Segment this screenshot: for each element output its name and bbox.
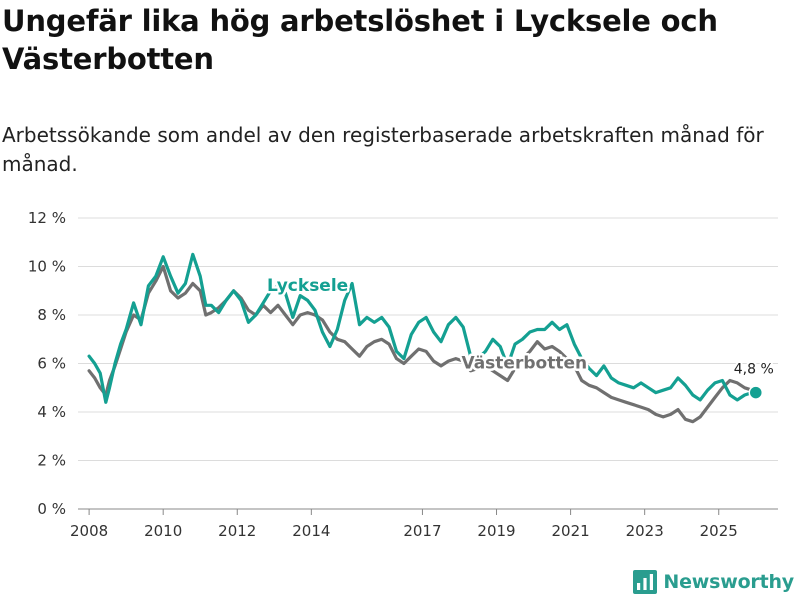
x-tick-label: 2025: [700, 522, 738, 540]
y-tick-label: 0 %: [37, 500, 66, 518]
brand-name: Newsworthy: [663, 571, 794, 593]
x-tick-label: 2010: [144, 522, 182, 540]
y-tick-label: 2 %: [37, 452, 66, 470]
gridlines: [78, 217, 778, 510]
x-tick-label: 2021: [551, 522, 589, 540]
chart-subtitle: Arbetssökande som andel av den registerb…: [2, 123, 764, 176]
x-tick-label: 2012: [218, 522, 256, 540]
series-line-lycksele: [87, 252, 758, 404]
end-value-label: 4,8 %: [734, 362, 774, 378]
series-line-vasterbotten: [87, 264, 758, 424]
end-point-marker: [748, 385, 764, 400]
x-tick-label: 2014: [292, 522, 330, 540]
series-label-halo: Västerbotten: [461, 353, 587, 373]
series-lines: [87, 252, 758, 424]
y-tick-label: 10 %: [28, 258, 66, 276]
y-tick-label: 4 %: [37, 403, 66, 421]
series-label: Västerbotten: [461, 353, 587, 373]
newsworthy-bar-chart-icon: [633, 570, 658, 594]
series-labels: LyckseleLyckseleVästerbottenVästerbotten…: [265, 273, 776, 400]
y-tick-label: 12 %: [28, 209, 66, 227]
newsworthy-brand: Newsworthy: [633, 570, 794, 594]
series-label-halo: Lycksele: [267, 276, 348, 296]
x-tick-label: 2008: [70, 522, 108, 540]
x-tick-label: 2017: [403, 522, 441, 540]
page-title: Ungefär lika hög arbetslöshet i Lycksele…: [2, 4, 718, 76]
x-tick-label: 2019: [477, 522, 515, 540]
series-label: Lycksele: [267, 276, 348, 296]
y-tick-label: 8 %: [37, 306, 66, 324]
y-tick-label: 6 %: [37, 355, 66, 373]
y-axis-ticks: 0 % 2 % 4 % 6 % 8 % 10 % 12 %: [28, 209, 66, 518]
end-value-halo: 4,8 %: [734, 362, 774, 378]
x-tick-label: 2023: [626, 522, 664, 540]
x-axis-ticks: 2008 2010 2012 2014 2017 2019 2021 2023 2025: [70, 509, 738, 540]
